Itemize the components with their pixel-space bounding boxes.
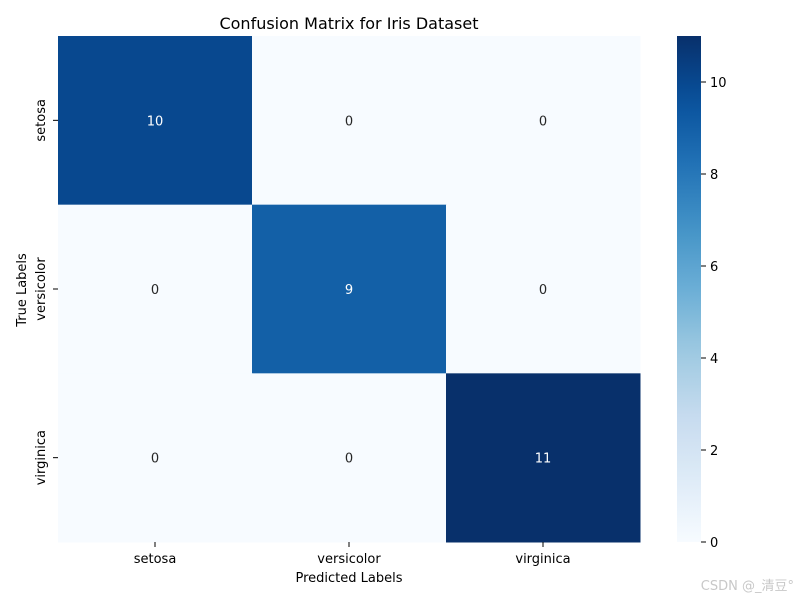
cell-value-label: 9 [345,283,353,298]
heatmap-cell [252,36,447,206]
cell-value-label: 0 [151,283,159,298]
x-axis-ticks: setosa versicolor virginica [134,542,571,567]
colorbar-tick-label: 10 [710,76,727,91]
colorbar-tick-label: 0 [710,536,718,551]
heatmap-cell [446,373,641,543]
heatmap-cell [252,204,447,374]
heatmap-cell [446,204,641,374]
cell-value-label: 10 [147,114,164,129]
colorbar-scale [677,36,701,542]
x-tick-label: virginica [515,552,570,567]
heatmap-cells: 10 0 0 0 9 0 0 0 11 [58,36,641,543]
watermark: CSDN @_清豆° [700,579,794,594]
x-tick-label: setosa [134,552,177,567]
y-axis-ticks: setosa versicolor virginica [34,99,58,485]
colorbar-tick-label: 4 [710,352,718,367]
y-tick-label: virginica [34,430,49,485]
y-tick-label: versicolor [34,257,49,321]
cell-value-label: 0 [151,452,159,467]
cell-value-label: 0 [345,452,353,467]
y-tick-label: setosa [34,99,49,142]
x-axis-label: Predicted Labels [295,571,402,586]
colorbar-tick-label: 8 [710,168,718,183]
chart-title: Confusion Matrix for Iris Dataset [219,14,478,33]
colorbar: 0 2 4 6 8 10 [677,36,727,551]
colorbar-tick-label: 6 [710,260,718,275]
cell-value-label: 0 [345,114,353,129]
cell-value-label: 11 [535,452,552,467]
colorbar-tick-label: 2 [710,444,718,459]
heatmap-cell [58,204,253,374]
heatmap-cell [58,36,253,206]
heatmap-cell [252,373,447,543]
cell-value-label: 0 [539,283,547,298]
y-axis-label: True Labels [15,253,30,328]
cell-value-label: 0 [539,114,547,129]
heatmap-cell [58,373,253,543]
x-tick-label: versicolor [317,552,381,567]
heatmap-cell [446,36,641,206]
